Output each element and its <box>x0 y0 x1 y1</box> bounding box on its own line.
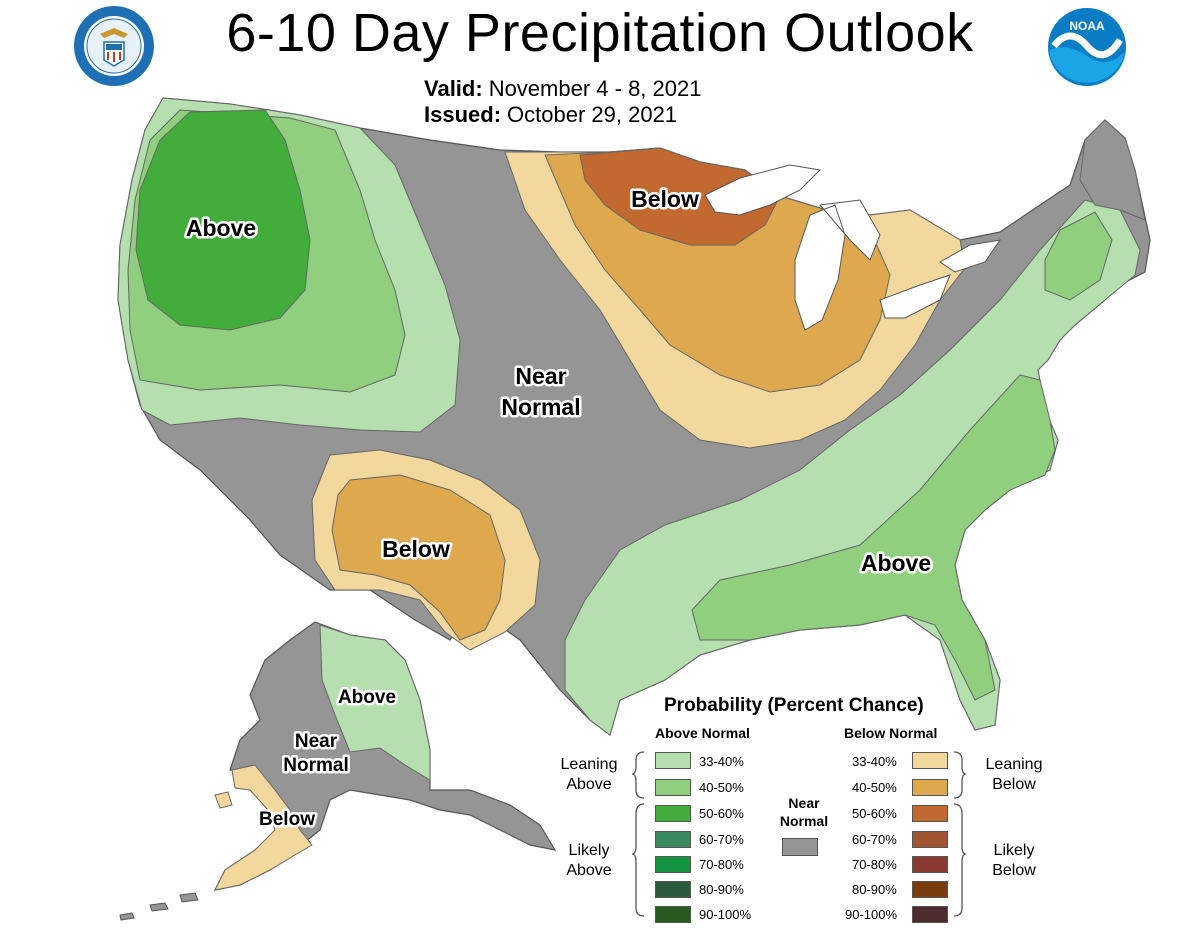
region-label-upper-midwest: Below <box>631 186 699 212</box>
se-above-40-50 <box>691 374 1056 701</box>
region-label-alaska-central-2: Normal <box>283 755 348 776</box>
commerce-seal-icon <box>74 6 154 86</box>
nw-above-50-60 <box>135 109 311 331</box>
ne-above-40-50 <box>1044 211 1113 301</box>
alaska-below <box>214 764 313 891</box>
sw-below-40-50 <box>331 474 506 641</box>
valid-value: November 4 - 8, 2021 <box>488 76 702 101</box>
region-label-central-1: Near <box>515 363 566 389</box>
region-label-northwest: Above <box>186 215 256 241</box>
region-label-central-2: Normal <box>501 394 580 420</box>
alaska-outline <box>213 621 557 891</box>
issued-label: Issued: <box>424 102 502 127</box>
region-label-southwest: Below <box>382 536 450 562</box>
valid-label: Valid: <box>424 76 483 101</box>
page-title: 6-10 Day Precipitation Outlook <box>226 3 974 63</box>
region-label-southeast: Above <box>861 550 931 576</box>
midwest-below-50-60 <box>579 147 781 246</box>
alaska-inlet-below <box>214 791 233 809</box>
noaa-logo-icon: NOAA <box>1048 8 1126 86</box>
aleutian-islands <box>119 892 199 921</box>
region-label-alaska-central-1: Near <box>295 731 338 752</box>
great-lakes <box>704 164 1002 331</box>
alaska-above <box>319 624 431 781</box>
svg-text:NOAA: NOAA <box>1069 19 1105 33</box>
region-label-alaska-southwest: Below <box>259 809 315 830</box>
region-label-alaska-east: Above <box>338 687 396 708</box>
maine-near-normal <box>1079 119 1146 221</box>
issued-value: October 29, 2021 <box>507 102 678 127</box>
date-block: Valid: November 4 - 8, 2021 Issued: Octobe… <box>424 76 701 128</box>
